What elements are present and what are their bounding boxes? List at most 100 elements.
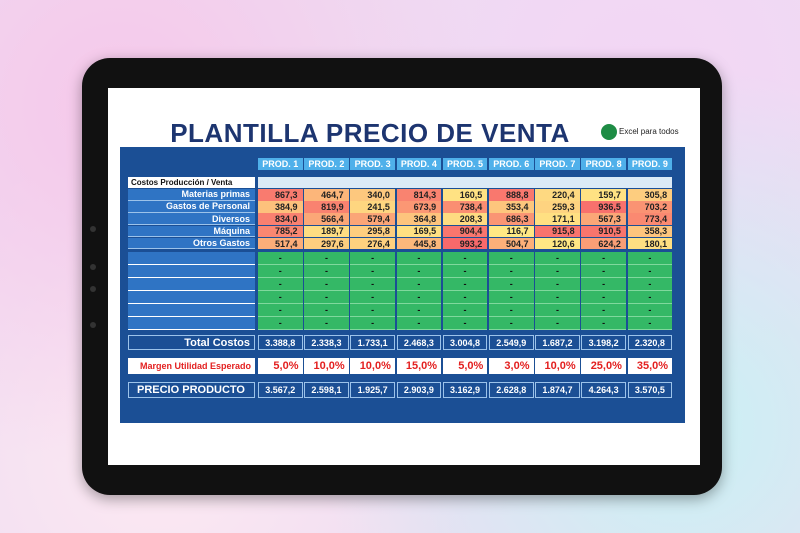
row-label: Diversos (128, 213, 255, 225)
column-header: PROD. 2 (304, 158, 349, 170)
cost-cell: 819,9 (304, 201, 349, 213)
blank-cell: - (258, 265, 303, 278)
column-header: PROD. 9 (627, 158, 673, 170)
blank-cell: - (442, 304, 488, 317)
total-cell: 1.687,2 (535, 335, 580, 350)
price-cell: 3.567,2 (258, 382, 303, 398)
price-cell: 2.628,8 (489, 382, 534, 398)
section-label: Costos Producción / Venta (128, 177, 255, 188)
blank-cell: - (581, 317, 626, 330)
blank-cell: - (535, 278, 580, 291)
cost-cell: 169,5 (396, 225, 442, 238)
cost-cell: 504,7 (489, 237, 534, 250)
cost-cell: 189,7 (304, 225, 349, 238)
blank-cell: - (535, 252, 580, 265)
cost-cell: 993,2 (442, 237, 488, 250)
price-cell: 3.162,9 (442, 382, 488, 398)
cost-cell: 120,6 (535, 237, 580, 250)
cost-cell: 445,8 (396, 237, 442, 250)
total-cell: 2.338,3 (304, 335, 349, 350)
cost-cell: 673,9 (396, 201, 442, 213)
blank-cell: - (442, 278, 488, 291)
blank-cell: - (350, 304, 395, 317)
price-cell: 4.264,3 (581, 382, 626, 398)
blank-cell: - (627, 291, 673, 304)
margin-cell: 5,0% (442, 358, 488, 374)
blank-cell: - (304, 252, 349, 265)
blank-cell: - (396, 265, 442, 278)
price-cell: 3.570,5 (627, 382, 673, 398)
blank-cell: - (258, 252, 303, 265)
blank-cell: - (489, 317, 534, 330)
cost-cell: 703,2 (627, 201, 673, 213)
margin-cell: 10,0% (535, 358, 580, 374)
side-button (90, 286, 96, 292)
row-label: Máquina (128, 225, 255, 238)
blank-cell: - (581, 304, 626, 317)
cost-cell: 364,8 (396, 213, 442, 225)
blank-cell: - (581, 278, 626, 291)
cost-cell: 259,3 (535, 201, 580, 213)
price-label: PRECIO PRODUCTO (128, 382, 255, 398)
cost-cell: 867,3 (258, 189, 303, 201)
cost-cell: 171,1 (535, 213, 580, 225)
cost-cell: 297,6 (304, 237, 349, 250)
cost-cell: 340,0 (350, 189, 395, 201)
price-cell: 2.903,9 (396, 382, 442, 398)
blank-cell: - (489, 278, 534, 291)
blank-cell: - (627, 317, 673, 330)
blank-cell: - (258, 278, 303, 291)
blank-cell: - (258, 304, 303, 317)
margin-cell: 15,0% (396, 358, 442, 374)
column-header: PROD. 6 (489, 158, 534, 170)
blank-label (128, 252, 255, 265)
margin-cell: 10,0% (304, 358, 349, 374)
blank-cell: - (489, 252, 534, 265)
margin-cell: 25,0% (581, 358, 626, 374)
blank-cell: - (258, 291, 303, 304)
blank-cell: - (627, 278, 673, 291)
cost-cell: 888,8 (489, 189, 534, 201)
margin-cell: 35,0% (627, 358, 673, 374)
blank-cell: - (396, 278, 442, 291)
blank-cell: - (350, 265, 395, 278)
blank-cell: - (535, 317, 580, 330)
blank-cell: - (350, 278, 395, 291)
cost-cell: 915,8 (535, 225, 580, 238)
cost-cell: 566,4 (304, 213, 349, 225)
side-button (90, 264, 96, 270)
blank-cell: - (535, 291, 580, 304)
blank-label (128, 265, 255, 278)
column-header: PROD. 5 (442, 158, 488, 170)
row-label: Materias primas (128, 189, 255, 201)
blank-cell: - (396, 317, 442, 330)
blank-cell: - (350, 291, 395, 304)
cost-cell: 159,7 (581, 189, 626, 201)
cost-cell: 834,0 (258, 213, 303, 225)
blank-cell: - (489, 304, 534, 317)
cost-cell: 160,5 (442, 189, 488, 201)
cost-cell: 276,4 (350, 237, 395, 250)
blank-cell: - (581, 252, 626, 265)
blank-cell: - (396, 304, 442, 317)
column-header: PROD. 3 (350, 158, 395, 170)
cost-cell: 785,2 (258, 225, 303, 238)
blank-cell: - (396, 252, 442, 265)
side-button (90, 226, 96, 232)
total-cell: 3.198,2 (581, 335, 626, 350)
total-cell: 3.388,8 (258, 335, 303, 350)
blank-cell: - (535, 265, 580, 278)
margin-cell: 10,0% (350, 358, 395, 374)
total-cell: 2.468,3 (396, 335, 442, 350)
blank-cell: - (304, 278, 349, 291)
cost-cell: 579,4 (350, 213, 395, 225)
blank-cell: - (442, 317, 488, 330)
total-cell: 3.004,8 (442, 335, 488, 350)
cost-cell: 358,3 (627, 225, 673, 238)
cost-cell: 910,5 (581, 225, 626, 238)
column-header: PROD. 8 (581, 158, 626, 170)
row-label: Gastos de Personal (128, 201, 255, 213)
blank-cell: - (581, 265, 626, 278)
blank-cell: - (304, 317, 349, 330)
